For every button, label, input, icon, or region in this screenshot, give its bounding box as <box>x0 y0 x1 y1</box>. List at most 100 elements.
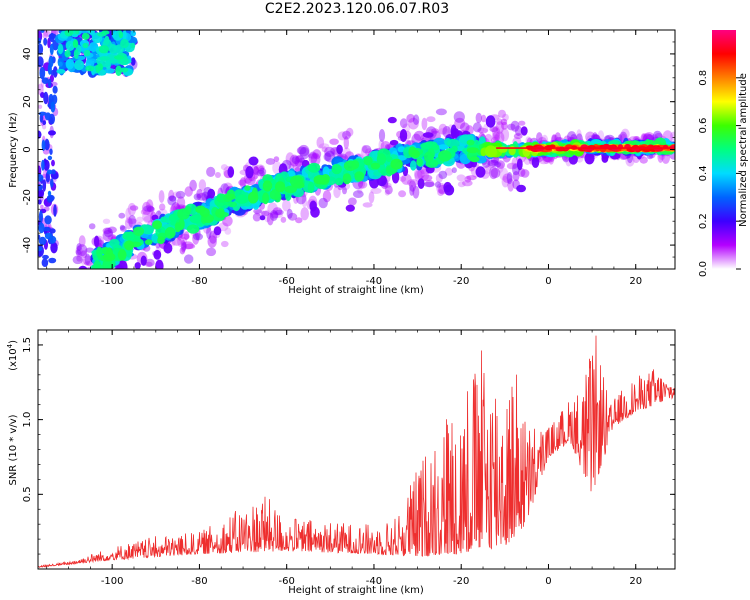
spectrogram-cell <box>520 169 530 178</box>
spectrogram-cell <box>248 191 259 204</box>
spectrogram-x-ticks: -100 -80 -60 -40 -20 0 20 <box>46 30 658 287</box>
spectrogram-cell <box>472 122 482 133</box>
spectrogram-cell <box>124 217 133 230</box>
spectrogram-cell <box>245 166 254 179</box>
spectrogram-cell <box>118 212 126 219</box>
spectrogram-cell <box>42 179 47 192</box>
spectrogram-cell <box>506 162 518 170</box>
spectrogram-cell <box>285 152 295 166</box>
spectrogram-cell <box>167 195 177 206</box>
spectrogram-cell <box>125 268 132 269</box>
spectrogram-cell <box>157 236 165 245</box>
x-tick-label: -60 <box>279 276 295 287</box>
spectrogram-cell <box>385 156 393 162</box>
colorbar-label: Normalized spectral amplitude <box>738 73 749 227</box>
spectrogram-cell <box>49 32 55 43</box>
spectrogram-cell <box>489 166 498 180</box>
colorbar-tick-label: 0.8 <box>698 70 709 86</box>
spectrogram-cell <box>215 208 225 218</box>
spectrogram-cell <box>47 190 52 196</box>
spectrogram-cell <box>670 131 675 141</box>
spectrogram-cell <box>227 166 235 178</box>
spectrogram-cell <box>48 257 57 264</box>
spectrogram-cell <box>481 114 487 123</box>
spectrogram-cell <box>399 176 407 182</box>
spectrogram-cell <box>490 167 501 179</box>
spectrogram-cell <box>417 178 425 190</box>
spectrogram-cell <box>253 166 259 176</box>
spectrogram-cell <box>460 122 470 133</box>
spectrogram-cell <box>289 175 303 188</box>
spectrogram-cell <box>518 120 526 126</box>
spectrogram-cell <box>104 35 110 46</box>
spectrogram-cell <box>130 42 136 49</box>
spectrogram-cell <box>399 118 408 129</box>
spectrogram-cell <box>80 273 90 284</box>
spectrogram-cell <box>144 261 153 267</box>
y-tick-label: 40 <box>22 48 33 61</box>
spectrogram-cell <box>78 265 88 269</box>
spectrogram-cell <box>399 129 408 142</box>
spectrogram-cell <box>436 182 446 194</box>
spectrogram-cell <box>492 131 501 142</box>
spectrogram-cell <box>409 185 415 196</box>
spectrogram-cell <box>130 57 136 66</box>
spectrogram-cell <box>256 164 265 172</box>
spectrogram-cell <box>270 211 279 219</box>
spectrogram-cell <box>423 181 435 188</box>
spectrogram-cell <box>464 175 472 183</box>
spectrogram-cell <box>222 215 233 227</box>
spectrogram-cell <box>153 249 162 260</box>
spectrogram-cell <box>434 181 442 188</box>
spectrogram-cell <box>40 204 44 210</box>
spectrogram-cell <box>38 184 43 191</box>
spectrogram-cell <box>421 117 428 131</box>
spectrogram-cell <box>275 209 284 216</box>
spectrogram-cell <box>620 128 630 140</box>
spectrogram-cell <box>352 190 364 199</box>
spectrogram-cell <box>411 149 420 159</box>
spectrogram-cell <box>75 249 82 256</box>
spectrogram-cell <box>477 127 489 134</box>
spectrogram-cell <box>357 188 363 194</box>
spectrogram-cell <box>254 209 266 216</box>
spectrogram-cell <box>76 244 88 257</box>
spectrogram-cell <box>107 226 117 234</box>
spectrogram-cell <box>130 30 136 37</box>
spectrogram-cell <box>299 147 310 160</box>
spectrogram-cell <box>286 208 293 219</box>
spectrogram-cell <box>502 173 513 183</box>
spectrogram-cell <box>77 279 84 290</box>
spectrogram-cell <box>236 194 248 204</box>
spectrogram-cell <box>58 61 63 67</box>
spectrogram-cell <box>146 199 154 212</box>
spectrogram-cell <box>114 264 124 269</box>
figure-title: C2E2.2023.120.06.07.R03 <box>264 1 450 17</box>
spectrogram-cell <box>295 155 304 163</box>
spectrogram-cell <box>639 156 648 164</box>
spectrogram-cell <box>342 186 347 195</box>
spectrogram-cell <box>84 253 91 266</box>
spectrogram-cell <box>576 129 582 142</box>
spectrogram-cell <box>64 50 71 58</box>
spectrogram-cell <box>501 121 508 130</box>
spectrogram-cell <box>87 30 95 35</box>
spectrogram-cell <box>189 214 203 224</box>
spectrogram-cell <box>198 179 207 191</box>
spectrogram-cell <box>643 132 655 142</box>
spectrogram-cell <box>80 30 89 34</box>
spectrogram-cell <box>274 181 286 193</box>
spectrogram-cell <box>47 194 55 202</box>
spectrogram-cell <box>294 155 303 167</box>
spectrogram-cell <box>175 190 186 199</box>
spectrogram-cell <box>431 128 439 134</box>
spectrogram-cell <box>50 169 56 175</box>
spectrogram-cell <box>321 146 328 153</box>
x-tick-label: 20 <box>629 576 642 587</box>
spectrogram-cell <box>81 270 86 279</box>
spectrogram-cell <box>316 136 325 149</box>
spectrogram-cell <box>426 116 436 123</box>
spectrogram-cell <box>398 190 407 198</box>
spectrogram-cell <box>39 66 46 80</box>
spectrogram-cell <box>322 166 330 177</box>
